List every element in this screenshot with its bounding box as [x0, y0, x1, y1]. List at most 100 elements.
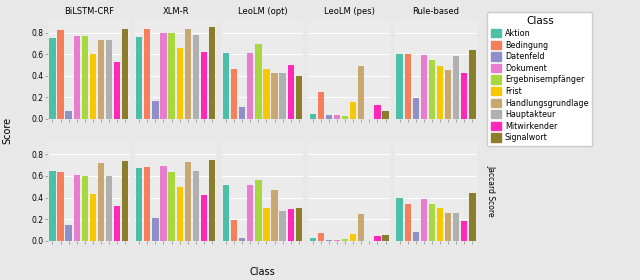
- Bar: [413, 232, 419, 241]
- Bar: [461, 73, 467, 119]
- Text: F1 Score: F1 Score: [486, 53, 495, 86]
- Bar: [383, 235, 388, 241]
- Bar: [350, 234, 356, 241]
- Bar: [114, 206, 120, 241]
- Bar: [420, 199, 427, 241]
- Bar: [287, 65, 294, 119]
- Bar: [437, 66, 443, 119]
- Text: Rule-based: Rule-based: [412, 7, 460, 17]
- Bar: [420, 55, 427, 119]
- Bar: [317, 233, 324, 241]
- Bar: [98, 40, 104, 119]
- Bar: [247, 53, 253, 119]
- Bar: [296, 208, 302, 241]
- Bar: [193, 171, 199, 241]
- Bar: [144, 167, 150, 241]
- Bar: [461, 221, 467, 241]
- Bar: [122, 161, 129, 241]
- Bar: [161, 32, 166, 119]
- Bar: [106, 176, 112, 241]
- Bar: [310, 114, 316, 119]
- Bar: [74, 175, 80, 241]
- Bar: [334, 115, 340, 119]
- Bar: [404, 204, 411, 241]
- Bar: [310, 237, 316, 241]
- Text: LeoLM (opt): LeoLM (opt): [237, 7, 287, 17]
- Bar: [358, 66, 364, 119]
- Bar: [58, 172, 64, 241]
- Bar: [396, 54, 403, 119]
- Bar: [161, 166, 166, 241]
- Bar: [247, 185, 253, 241]
- Bar: [280, 73, 286, 119]
- Bar: [271, 190, 278, 241]
- Bar: [177, 48, 183, 119]
- Text: LeoLM (pes): LeoLM (pes): [324, 7, 374, 17]
- Bar: [98, 163, 104, 241]
- Bar: [239, 107, 245, 119]
- Bar: [287, 209, 294, 241]
- Bar: [326, 240, 332, 241]
- Bar: [136, 168, 142, 241]
- Bar: [114, 62, 120, 119]
- Bar: [429, 60, 435, 119]
- Bar: [122, 29, 129, 119]
- Text: XLM-R: XLM-R: [163, 7, 189, 17]
- Bar: [223, 185, 229, 241]
- Bar: [239, 237, 245, 241]
- Bar: [152, 218, 159, 241]
- Bar: [74, 36, 80, 119]
- Bar: [453, 213, 460, 241]
- Bar: [429, 204, 435, 241]
- Bar: [201, 195, 207, 241]
- Bar: [445, 70, 451, 119]
- Bar: [136, 37, 142, 119]
- Bar: [82, 36, 88, 119]
- Bar: [263, 208, 269, 241]
- Bar: [82, 176, 88, 241]
- Bar: [184, 29, 191, 119]
- Bar: [255, 45, 262, 119]
- Bar: [342, 239, 348, 241]
- Bar: [296, 76, 302, 119]
- Bar: [49, 171, 56, 241]
- Bar: [177, 187, 183, 241]
- Bar: [326, 115, 332, 119]
- Bar: [263, 69, 269, 119]
- Bar: [201, 52, 207, 119]
- Bar: [58, 31, 64, 119]
- Bar: [255, 180, 262, 241]
- Bar: [317, 92, 324, 119]
- Bar: [342, 116, 348, 119]
- Bar: [184, 162, 191, 241]
- Text: Class: Class: [250, 267, 275, 277]
- Bar: [374, 105, 381, 119]
- Bar: [209, 160, 215, 241]
- Bar: [413, 99, 419, 119]
- Bar: [374, 237, 381, 241]
- Legend: Aktion, Bedingung, Datenfeld, Dokument, Ergebnisempfänger, Frist, Handlungsgrund: Aktion, Bedingung, Datenfeld, Dokument, …: [487, 12, 593, 146]
- Bar: [49, 38, 56, 119]
- Bar: [445, 213, 451, 241]
- Bar: [65, 111, 72, 119]
- Bar: [231, 69, 237, 119]
- Bar: [396, 198, 403, 241]
- Bar: [65, 225, 72, 241]
- Bar: [106, 40, 112, 119]
- Bar: [90, 194, 96, 241]
- Bar: [90, 54, 96, 119]
- Bar: [437, 208, 443, 241]
- Bar: [469, 193, 476, 241]
- Bar: [271, 73, 278, 119]
- Bar: [209, 27, 215, 119]
- Text: Jaccard Score: Jaccard Score: [486, 165, 495, 217]
- Text: Score: Score: [3, 117, 13, 144]
- Bar: [453, 56, 460, 119]
- Bar: [350, 102, 356, 119]
- Bar: [469, 50, 476, 119]
- Bar: [358, 214, 364, 241]
- Bar: [280, 211, 286, 241]
- Bar: [168, 172, 175, 241]
- Bar: [383, 111, 388, 119]
- Bar: [231, 220, 237, 241]
